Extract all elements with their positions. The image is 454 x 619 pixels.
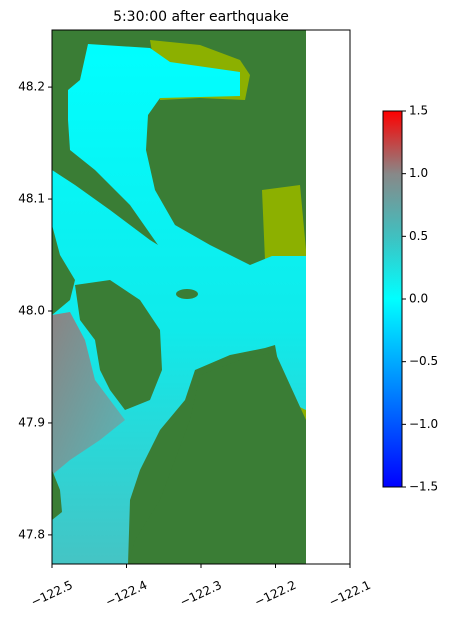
- y-tick-label: 47.9: [18, 415, 45, 429]
- colorbar-tick-label: −0.5: [409, 354, 438, 368]
- colorbar-tick-label: −1.5: [409, 480, 438, 494]
- colorbar-tick-label: −1.0: [409, 417, 438, 431]
- chart-title: 5:30:00 after earthquake: [113, 9, 289, 25]
- x-tick-label: −122.5: [29, 578, 75, 609]
- colorbar-tick-label: 0.0: [409, 292, 428, 306]
- y-tick-label: 48.1: [18, 192, 45, 206]
- map: [52, 30, 350, 564]
- colorbar-tick-label: 1.5: [409, 104, 428, 118]
- x-tick-label: −122.3: [178, 578, 224, 609]
- colorbar-tick-label: 1.0: [409, 166, 428, 180]
- y-tick-label: 48.2: [18, 80, 45, 94]
- x-tick-label: −122.1: [327, 578, 373, 609]
- x-tick-label: −122.2: [252, 578, 298, 609]
- x-tick-label: −122.4: [103, 578, 149, 609]
- colorbar-tick-label: 0.5: [409, 229, 428, 243]
- colorbar: [382, 110, 403, 488]
- y-tick-label: 47.8: [18, 527, 45, 541]
- y-tick-label: 48.0: [18, 303, 45, 317]
